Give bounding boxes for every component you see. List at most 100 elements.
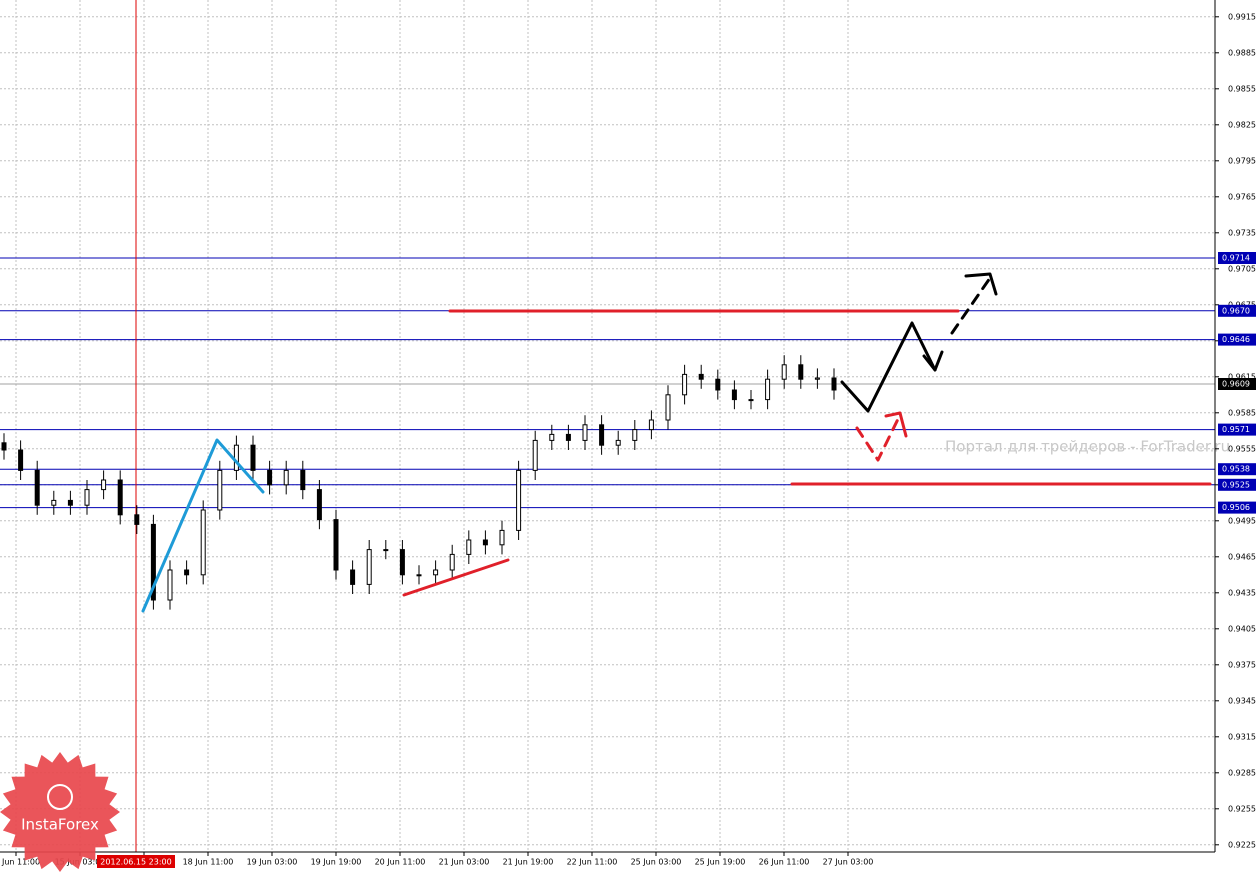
- candle-body: [34, 469, 40, 506]
- candle-body: [416, 574, 422, 577]
- zigzag: [141, 438, 265, 613]
- annotations: [141, 272, 1212, 613]
- candle-body: [798, 364, 804, 380]
- arrow-head: [964, 272, 998, 296]
- y-tick-label: 0.9585: [1228, 408, 1256, 417]
- candle-body: [565, 433, 571, 441]
- y-tick-label: 0.9435: [1228, 588, 1256, 597]
- x-tick-label: 25 Jun 03:00: [631, 858, 682, 867]
- candle-body: [67, 499, 73, 506]
- candle-body: [632, 429, 638, 441]
- candle-body: [350, 569, 356, 585]
- trendline: [402, 558, 510, 597]
- level-label-box: [1218, 378, 1256, 390]
- level-label: 0.9646: [1222, 335, 1250, 344]
- level-label-box: [1218, 423, 1256, 436]
- candle-body: [184, 569, 190, 576]
- candle-body: [781, 364, 787, 380]
- y-tick-label: 0.9705: [1228, 264, 1256, 273]
- y-tick-label: 0.9825: [1228, 120, 1256, 129]
- logo-icon: [47, 784, 73, 810]
- candle-body: [715, 378, 721, 391]
- candle-body: [18, 449, 24, 471]
- level-label-box: [1218, 333, 1256, 346]
- candle-body: [648, 419, 654, 431]
- candle-body: [599, 424, 605, 446]
- candle-body: [449, 553, 455, 571]
- candle-body: [682, 373, 688, 396]
- level-label-box: [1218, 478, 1256, 491]
- x-tick-label: 19 Jun 19:00: [311, 858, 362, 867]
- candle-body: [482, 539, 488, 546]
- candle-body: [200, 509, 206, 576]
- watermark: Портал для трейдеров - ForTrader.ru: [945, 438, 1230, 456]
- logo: InstaForex: [0, 752, 120, 872]
- candle-body: [316, 489, 322, 521]
- y-axis-labels: 0.9915 0.9885 0.9855 0.9825 0.9795 0.9765 0.97…: [1215, 12, 1256, 849]
- y-tick-label: 0.9225: [1228, 840, 1256, 849]
- level-label: 0.9538: [1222, 465, 1250, 474]
- cursor-label: 2012.06.15 23:00: [100, 858, 171, 867]
- candle-body: [233, 444, 239, 471]
- y-tick-label: 0.9885: [1228, 48, 1256, 57]
- level-label-box: [1218, 304, 1256, 317]
- candle-body: [333, 519, 339, 571]
- candle-body: [748, 399, 754, 402]
- y-tick-label: 0.9465: [1228, 552, 1256, 561]
- candle-body: [167, 569, 173, 601]
- x-tick-label: 18 Jun 11:00: [183, 858, 234, 867]
- forecast-path: [840, 321, 937, 413]
- y-tick-label: 0.9255: [1228, 804, 1256, 813]
- logo-text: InstaForex: [21, 816, 99, 834]
- y-tick-label: 0.9735: [1228, 228, 1256, 237]
- y-tick-label: 0.9765: [1228, 192, 1256, 201]
- y-tick-label: 0.9345: [1228, 696, 1256, 705]
- candle-body: [250, 444, 256, 471]
- candle-body: [267, 469, 273, 486]
- level-label: 0.9670: [1222, 306, 1250, 315]
- candle-body: [665, 394, 671, 421]
- arrow-head: [922, 350, 944, 372]
- x-tick-label: 25 Jun 19:00: [695, 858, 746, 867]
- candle-body: [433, 569, 439, 576]
- y-tick-label: 0.9915: [1228, 12, 1256, 21]
- levels: [0, 257, 1215, 509]
- candle-body: [731, 389, 737, 401]
- level-label-box: [1218, 463, 1256, 476]
- candle-body: [582, 424, 588, 441]
- candle-body: [84, 489, 90, 506]
- candle-body: [499, 529, 505, 546]
- candle-body: [101, 479, 107, 491]
- candle-body: [549, 433, 555, 441]
- candles: [1, 355, 837, 610]
- x-tick-label: 21 Jun 19:00: [503, 858, 554, 867]
- level-label: 0.9571: [1222, 425, 1250, 434]
- x-tick-label: Jun 11:00: [1, 858, 40, 867]
- arrow-head: [884, 411, 908, 438]
- level-label: 0.9525: [1222, 480, 1250, 489]
- x-tick-label: 27 Jun 03:00: [823, 858, 874, 867]
- candle-body: [831, 377, 837, 391]
- level-label-box: [1218, 252, 1256, 264]
- candle-body: [516, 469, 522, 531]
- forecast-dashed: [950, 276, 992, 335]
- candle-body: [117, 479, 123, 516]
- candle-body: [399, 549, 405, 576]
- x-tick-label: 20 Jun 11:00: [375, 858, 426, 867]
- y-tick-label: 0.9405: [1228, 624, 1256, 633]
- candle-body: [300, 469, 306, 491]
- alt-forecast: [855, 413, 902, 462]
- candle-body: [814, 377, 820, 380]
- candle-body: [466, 539, 472, 555]
- y-tick-label: 0.9375: [1228, 660, 1256, 669]
- level-label: 0.9506: [1222, 503, 1250, 512]
- candle-body: [383, 549, 389, 552]
- candle-body: [150, 523, 156, 601]
- x-tick-label: 22 Jun 11:00: [567, 858, 618, 867]
- y-tick-label: 0.9855: [1228, 84, 1256, 93]
- candle-body: [217, 469, 223, 511]
- candle-body: [51, 499, 57, 506]
- y-tick-label: 0.9315: [1228, 732, 1256, 741]
- level-label-box: [1218, 501, 1256, 514]
